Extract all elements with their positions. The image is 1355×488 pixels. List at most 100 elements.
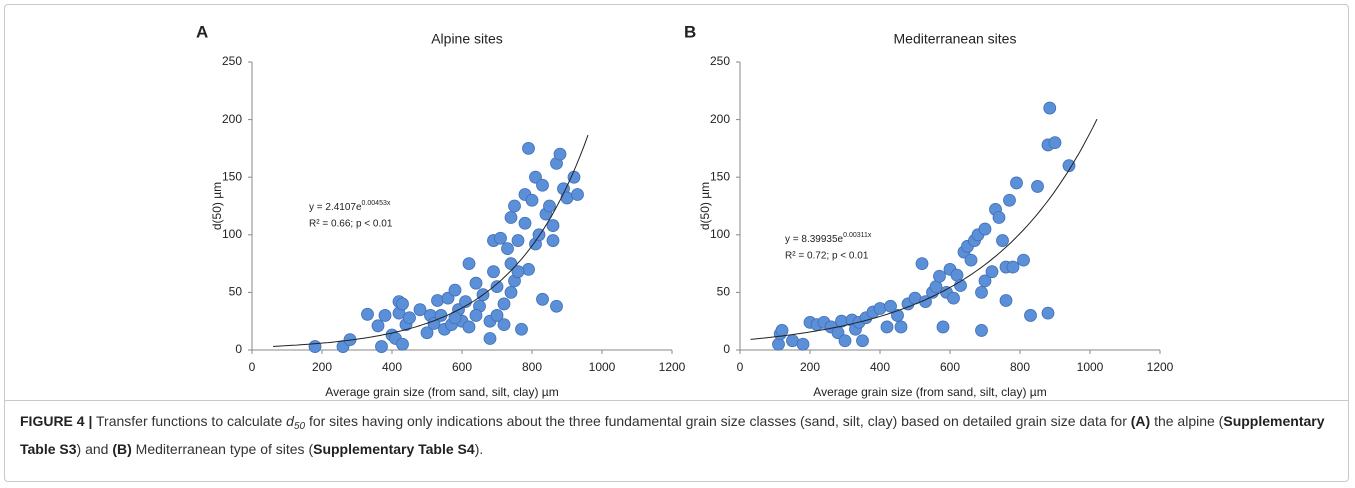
frame xyxy=(4,4,1349,482)
x-tick-label: 200 xyxy=(312,360,332,374)
point xyxy=(427,317,441,330)
point xyxy=(469,309,483,322)
point xyxy=(1024,309,1037,322)
caption-segment: Transfer functions to calculate xyxy=(92,413,287,429)
point xyxy=(396,337,409,351)
point xyxy=(1006,260,1020,274)
x-tick-label: 200 xyxy=(800,360,820,374)
caption-segment: ). xyxy=(474,441,484,457)
x-tick-label: 0 xyxy=(249,360,256,374)
point xyxy=(511,234,525,247)
point xyxy=(1048,136,1062,150)
point xyxy=(543,199,556,213)
point xyxy=(1010,176,1023,190)
point xyxy=(894,320,908,334)
point xyxy=(884,299,897,313)
point xyxy=(775,324,789,337)
point xyxy=(375,340,388,353)
point xyxy=(525,193,539,207)
x-tick-label: 800 xyxy=(1010,360,1030,374)
caption-segment: d xyxy=(286,413,294,429)
equation-base: y = 8.39935e xyxy=(785,234,844,245)
point xyxy=(413,303,427,317)
point xyxy=(441,291,455,305)
point xyxy=(508,199,521,213)
x-tick-label: 1200 xyxy=(659,360,686,374)
point xyxy=(546,234,560,247)
caption-segment: ) and xyxy=(76,441,113,457)
y-tick-label: 100 xyxy=(222,227,242,241)
x-tick-label: 600 xyxy=(452,360,472,374)
point xyxy=(915,257,929,271)
chart-title: Mediterranean sites xyxy=(894,31,1017,47)
point xyxy=(462,320,476,334)
point xyxy=(772,337,785,351)
point xyxy=(999,294,1013,307)
r-squared: R² = 0.66; p < 0.01 xyxy=(309,219,393,230)
y-tick-label: 150 xyxy=(710,169,730,183)
point xyxy=(891,309,904,322)
point xyxy=(978,222,992,236)
x-tick-label: 600 xyxy=(940,360,960,374)
y-tick-label: 50 xyxy=(229,285,243,299)
x-axis-label: Average grain size (from sand, silt, cla… xyxy=(325,385,558,399)
y-tick-label: 200 xyxy=(222,112,242,126)
caption: FIGURE 4 | Transfer functions to calcula… xyxy=(20,410,1335,461)
caption-segment: (B) xyxy=(112,441,132,457)
r-squared: R² = 0.72; p < 0.01 xyxy=(785,251,869,262)
point xyxy=(504,211,518,224)
y-tick-label: 100 xyxy=(710,227,730,241)
fit-curve xyxy=(272,134,589,347)
point xyxy=(518,216,532,230)
x-tick-label: 800 xyxy=(522,360,542,374)
point xyxy=(571,188,584,201)
y-tick-label: 250 xyxy=(710,54,730,68)
x-tick-label: 0 xyxy=(737,360,744,374)
point xyxy=(856,334,869,348)
point xyxy=(497,318,511,332)
panel-label: B xyxy=(684,22,696,41)
equation: y = 8.39935e0.00311x xyxy=(785,232,872,245)
panel-label: A xyxy=(196,22,208,41)
x-tick-label: 400 xyxy=(382,360,402,374)
point xyxy=(975,324,988,337)
caption-segment: 50 xyxy=(293,421,306,432)
point xyxy=(378,309,392,322)
point xyxy=(490,280,504,294)
separator xyxy=(4,400,1349,401)
caption-segment: the alpine ( xyxy=(1150,413,1224,429)
point xyxy=(469,276,483,290)
y-tick-label: 250 xyxy=(222,54,242,68)
point xyxy=(494,231,507,245)
point xyxy=(975,285,988,299)
chart-title: Alpine sites xyxy=(431,31,503,47)
point xyxy=(964,253,978,267)
caption-segment: FIGURE 4 | xyxy=(20,413,93,429)
point xyxy=(403,311,416,325)
point xyxy=(487,265,500,279)
point xyxy=(483,332,497,345)
point xyxy=(536,178,549,192)
point xyxy=(978,274,992,288)
point xyxy=(1041,306,1055,320)
point xyxy=(462,257,476,271)
point xyxy=(873,302,887,315)
point xyxy=(431,294,444,307)
point xyxy=(515,322,528,336)
y-axis-label: d(50) µm xyxy=(698,182,712,230)
x-tick-label: 1200 xyxy=(1147,360,1174,374)
fit-curve xyxy=(750,118,1098,340)
x-axis-label: Average grain size (from sand, silt, cla… xyxy=(813,385,1046,399)
x-tick-label: 1000 xyxy=(1077,360,1104,374)
point xyxy=(522,262,535,276)
point xyxy=(1031,180,1044,193)
point xyxy=(985,265,999,279)
caption-segment: Mediterranean type of sites ( xyxy=(131,441,314,457)
charts: A Alpine sites 0 50 100 150 200 250 0 200 400 600 80… xyxy=(196,22,1174,399)
point xyxy=(1017,253,1030,267)
point xyxy=(550,299,563,313)
point xyxy=(308,340,322,353)
caption-segment: (A) xyxy=(1130,413,1151,429)
point xyxy=(490,309,504,322)
